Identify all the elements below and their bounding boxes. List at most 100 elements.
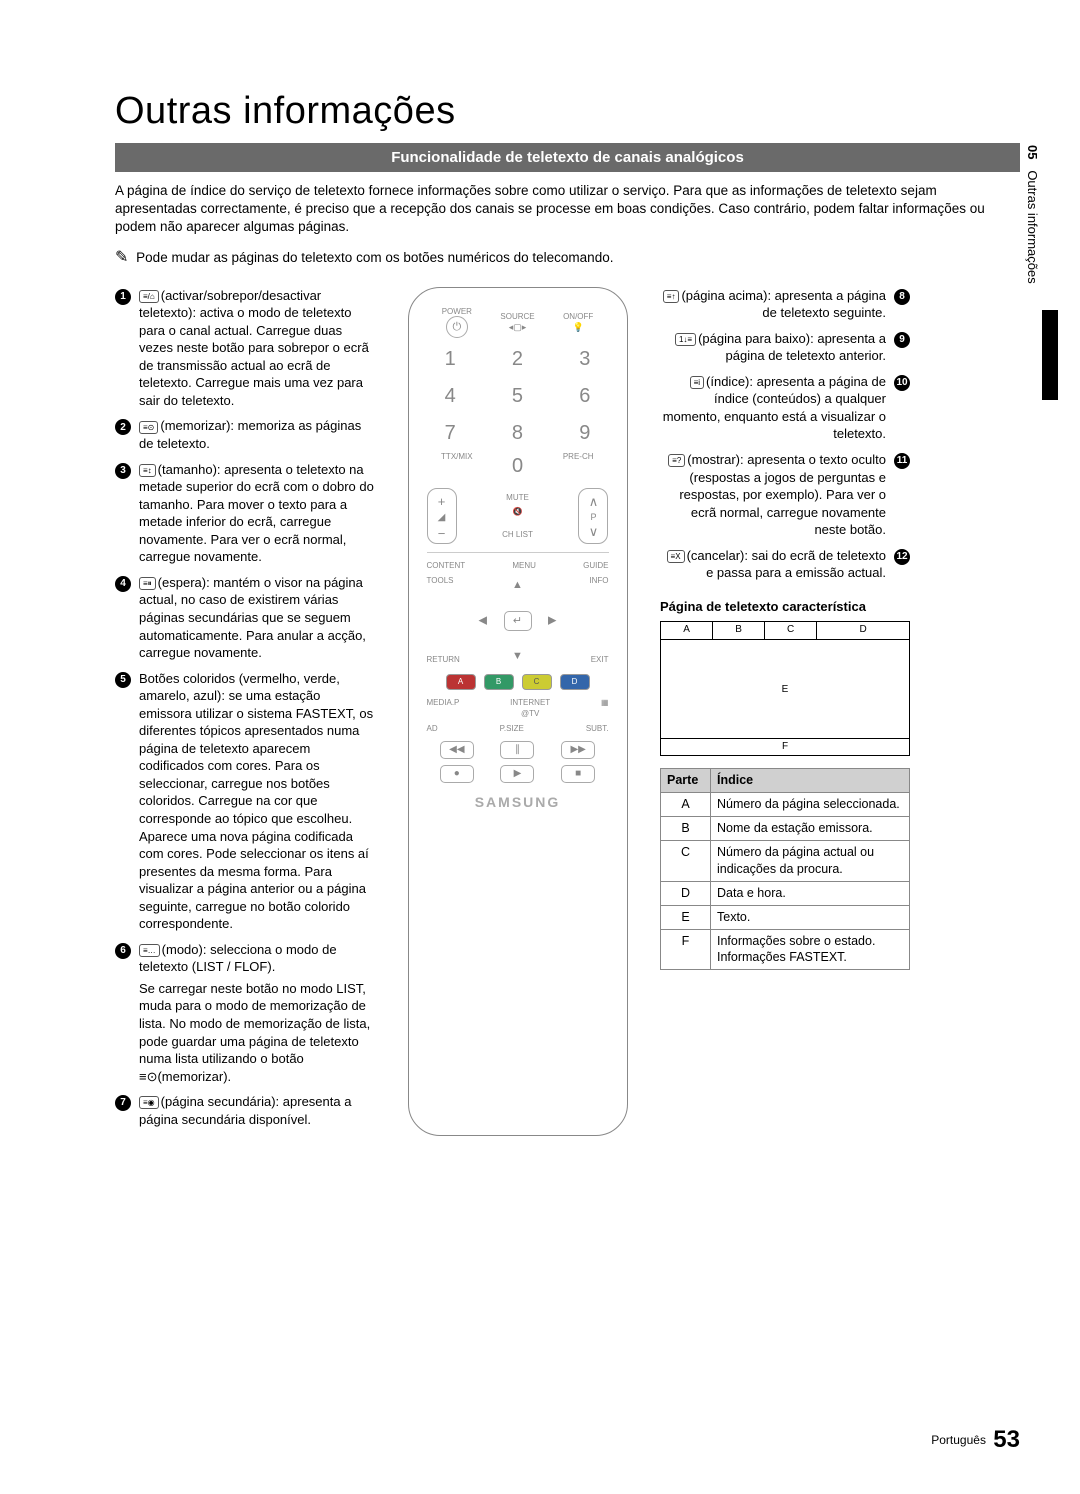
badge-12: 12 [894,549,910,565]
badge-11: 11 [894,453,910,469]
list-item: 6 ≡…(modo): selecciona o modo de teletex… [115,941,375,1085]
parts-table: Parte Índice ANúmero da página seleccion… [660,768,910,970]
ad-label: AD [427,724,438,735]
list-item: ≡?(mostrar): apresenta o texto oculto (r… [660,451,910,539]
num-0: 0 [487,453,548,480]
cell: A [661,793,711,817]
source-icon: ◂▢▸ [509,322,527,332]
list-item: 5 Botões coloridos (vermelho, verde, ama… [115,670,375,933]
cell: Data e hora. [711,881,910,905]
cell: Nome da estação emissora. [711,817,910,841]
item-text: Botões coloridos (vermelho, verde, amare… [139,671,373,932]
badge-9: 9 [894,332,910,348]
cell-e: E [661,640,909,739]
keycap: ≡i [690,376,704,389]
num-7: 7 [427,420,474,447]
left-column: 1 ≡/⌂(activar/sobrepor/desactivar telete… [115,287,375,1137]
exit-label: EXIT [591,655,609,666]
keycap: 1↓≡ [675,333,696,346]
list-item: 2 ≡⊙(memorizar): memoriza as páginas de … [115,417,375,452]
table-row: FInformações sobre o estado. Informações… [661,929,910,970]
cell-b: B [713,622,765,639]
info-label: INFO [589,576,608,587]
item-text: (mostrar): apresenta o texto oculto (res… [679,452,886,537]
item-text: (página acima): apresenta a página de te… [681,288,886,321]
table-row: ETexto. [661,905,910,929]
cell: B [661,817,711,841]
keycap: ≡◉ [139,1096,159,1109]
cell: C [661,841,711,882]
bulb-icon: 💡 [573,322,584,332]
cell-c: C [765,622,817,639]
layout-heading: Página de teletexto característica [660,598,910,616]
stop-icon: ■ [561,765,595,783]
num-2: 2 [494,346,541,373]
yahoo-icon: ▦ [601,698,609,720]
item-text: (modo): selecciona o modo de teletexto (… [139,942,337,975]
cell-d: D [817,622,909,639]
badge-2: 2 [115,419,131,435]
content-label: CONTENT [427,561,466,572]
right-column: ≡↑(página acima): apresenta a página de … [660,287,910,1137]
badge-3: 3 [115,463,131,479]
mediap-label: MEDIA.P [427,698,460,720]
list-item: 7 ≡◉(página secundária): apresenta a pág… [115,1093,375,1128]
layout-diagram: A B C D E F [660,621,910,756]
source-label: SOURCE [487,313,548,322]
menu-label: MENU [512,561,536,572]
num-9: 9 [561,420,608,447]
table-row: ANúmero da página seleccionada. [661,793,910,817]
th-parte: Parte [661,769,711,793]
th-indice: Índice [711,769,910,793]
ttxmix-label: TTX/MIX [427,453,488,462]
list-item: ≡↑(página acima): apresenta a página de … [660,287,910,322]
brand-logo: SAMSUNG [427,793,609,812]
note-line: ✎ Pode mudar as páginas do teletexto com… [115,247,1020,267]
list-item: 1 ≡/⌂(activar/sobrepor/desactivar telete… [115,287,375,410]
item-text: (tamanho): apresenta o teletexto na meta… [139,462,374,565]
cell: Número da página actual ou indicações da… [711,841,910,882]
table-row: DData e hora. [661,881,910,905]
list-item: 1↓≡(página para baixo): apresenta a pági… [660,330,910,365]
intro-paragraph: A página de índice do serviço de teletex… [115,182,1020,237]
cell-a: A [661,622,713,639]
red-button: A [446,674,476,690]
section-bar: Funcionalidade de teletexto de canais an… [115,143,1020,172]
keycap: ≡⊙ [139,421,158,434]
badge-4: 4 [115,576,131,592]
badge-5: 5 [115,672,131,688]
play-icon: ▶ [500,765,534,783]
keycap: ≡⏸ [139,577,156,590]
keycap: ≡X [667,550,685,563]
badge-7: 7 [115,1095,131,1111]
internet-label: INTERNET @TV [510,698,550,720]
tools-label: TOOLS [427,576,454,587]
item-text: (página para baixo): apresenta a página … [698,331,886,364]
cell: Número da página seleccionada. [711,793,910,817]
green-button: B [484,674,514,690]
badge-1: 1 [115,289,131,305]
cell: D [661,881,711,905]
side-tab: 05 Outras informações [1025,145,1040,284]
pause-icon: ∥ [500,741,534,759]
side-marker [1042,310,1058,400]
item-text: (activar/sobrepor/desactivar teletexto):… [139,288,369,408]
cell: Texto. [711,905,910,929]
num-3: 3 [561,346,608,373]
yellow-button: C [522,674,552,690]
cell-f: F [661,739,909,755]
list-item: 4 ≡⏸(espera): mantém o visor na página a… [115,574,375,662]
num-1: 1 [427,346,474,373]
enter-button: ↵ [504,611,532,631]
cell: Informações sobre o estado. Informações … [711,929,910,970]
page-title: Outras informações [115,90,1020,133]
remote-control: POWER⏻ SOURCE◂▢▸ ON/OFF💡 1 2 3 4 5 6 7 8… [408,287,628,1137]
num-6: 6 [561,383,608,410]
remote-column: POWER⏻ SOURCE◂▢▸ ON/OFF💡 1 2 3 4 5 6 7 8… [395,287,640,1137]
item-text: (cancelar): sai do ecrã de teletexto e p… [687,548,886,581]
item-text: (página secundária): apresenta a página … [139,1094,351,1127]
mute-label: MUTE [502,491,533,505]
return-label: RETURN [427,655,460,666]
cell: F [661,929,711,970]
record-icon: ● [440,765,474,783]
